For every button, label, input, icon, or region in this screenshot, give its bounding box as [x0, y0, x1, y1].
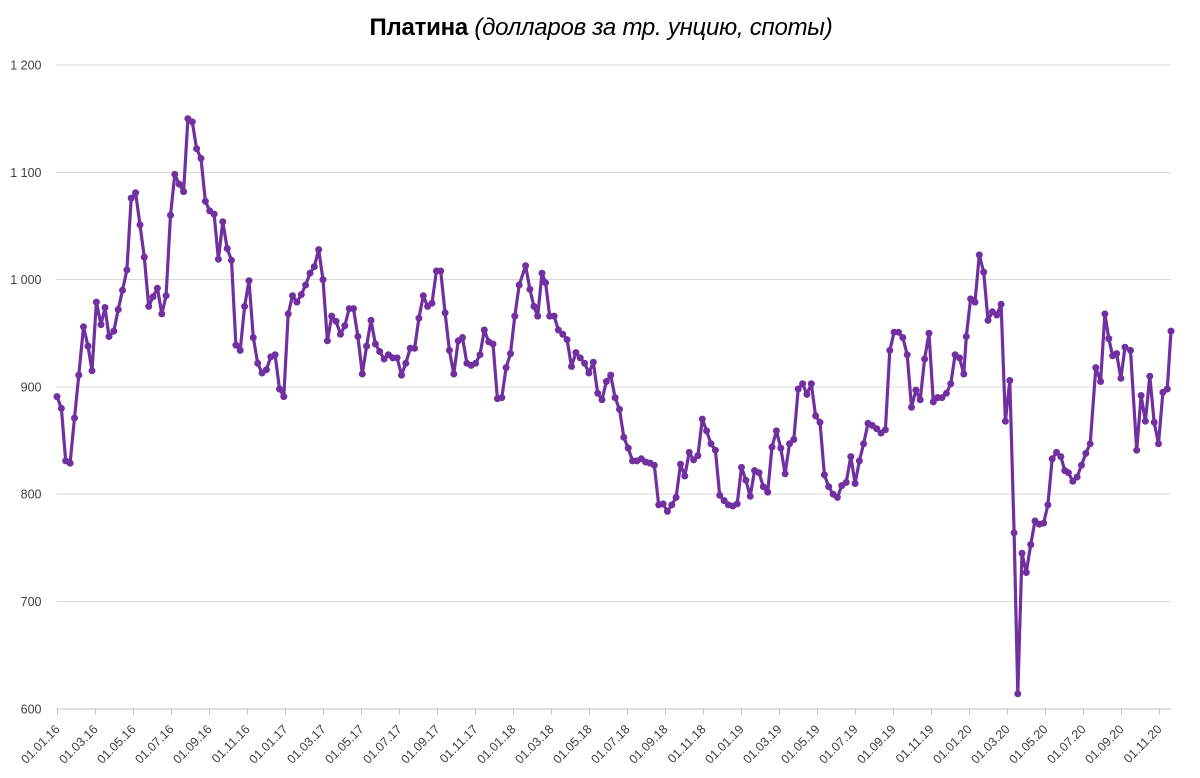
svg-text:01.03.17: 01.03.17 [284, 722, 328, 766]
svg-text:01.07.19: 01.07.19 [816, 722, 860, 766]
svg-text:01.07.18: 01.07.18 [588, 722, 632, 766]
svg-text:01.09.17: 01.09.17 [398, 722, 442, 766]
svg-text:900: 900 [21, 380, 42, 394]
svg-text:01.11.19: 01.11.19 [893, 722, 937, 766]
svg-text:01.03.20: 01.03.20 [968, 722, 1012, 766]
svg-text:01.05.19: 01.05.19 [778, 722, 822, 766]
svg-text:01.07.20: 01.07.20 [1044, 722, 1088, 766]
svg-text:700: 700 [21, 595, 42, 609]
svg-text:01.01.18: 01.01.18 [474, 722, 518, 766]
svg-text:1 100: 1 100 [10, 166, 41, 180]
svg-text:01.01.16: 01.01.16 [18, 722, 62, 766]
svg-text:01.05.18: 01.05.18 [550, 722, 594, 766]
svg-text:01.03.19: 01.03.19 [740, 722, 784, 766]
svg-text:01.01.19: 01.01.19 [702, 722, 746, 766]
svg-text:01.01.20: 01.01.20 [930, 722, 974, 766]
svg-text:01.11.16: 01.11.16 [209, 722, 253, 766]
svg-text:01.07.16: 01.07.16 [132, 722, 176, 766]
svg-text:01.05.20: 01.05.20 [1006, 722, 1050, 766]
svg-text:01.09.16: 01.09.16 [170, 722, 214, 766]
svg-text:01.05.16: 01.05.16 [94, 722, 138, 766]
svg-text:01.03.18: 01.03.18 [512, 722, 556, 766]
svg-text:01.03.16: 01.03.16 [56, 722, 100, 766]
svg-text:600: 600 [21, 702, 42, 716]
svg-text:01.11.20: 01.11.20 [1121, 722, 1165, 766]
svg-text:800: 800 [21, 488, 42, 502]
svg-text:1 200: 1 200 [10, 59, 41, 73]
svg-text:01.11.18: 01.11.18 [665, 722, 709, 766]
svg-text:01.01.17: 01.01.17 [246, 722, 290, 766]
svg-text:01.11.17: 01.11.17 [437, 722, 481, 766]
svg-text:01.09.20: 01.09.20 [1082, 722, 1126, 766]
svg-text:01.07.17: 01.07.17 [360, 722, 404, 766]
svg-text:01.09.18: 01.09.18 [626, 722, 670, 766]
svg-text:01.09.19: 01.09.19 [854, 722, 898, 766]
svg-text:1 000: 1 000 [10, 273, 41, 287]
svg-text:01.05.17: 01.05.17 [322, 722, 366, 766]
